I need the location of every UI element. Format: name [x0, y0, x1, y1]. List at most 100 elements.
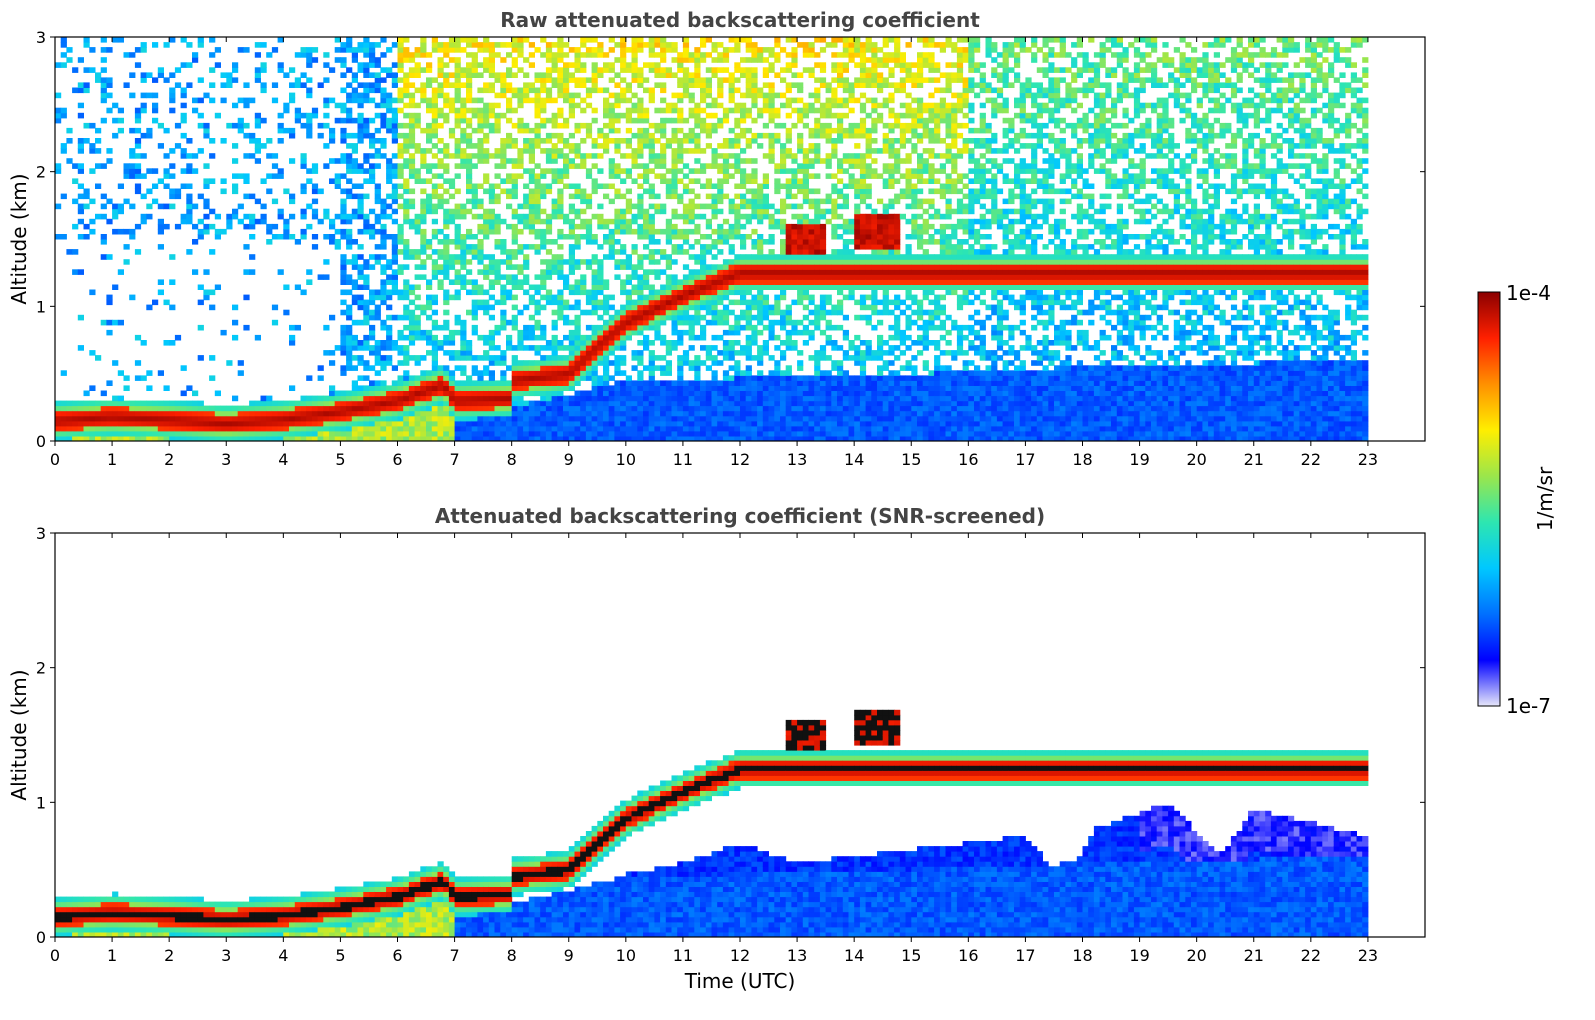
heatmap-cell — [717, 284, 724, 290]
heatmap-cell — [83, 188, 90, 195]
heatmap-cell — [254, 430, 261, 437]
heatmap-cell — [614, 97, 621, 104]
heatmap-cell — [357, 294, 364, 301]
heatmap-cell — [563, 183, 570, 189]
heatmap-cell — [129, 163, 136, 169]
heatmap-cell — [391, 400, 398, 407]
heatmap-cell — [374, 380, 381, 386]
heatmap-cell — [334, 228, 341, 235]
heatmap-cell — [186, 168, 193, 174]
heatmap-cell — [203, 410, 210, 417]
heatmap-cell — [254, 138, 261, 144]
heatmap-cell — [717, 405, 724, 412]
heatmap-cell — [762, 340, 769, 346]
heatmap-cell — [72, 223, 79, 230]
heatmap-cell — [443, 97, 450, 104]
heatmap-cell — [580, 42, 587, 48]
heatmap-cell — [523, 274, 530, 280]
heatmap-cell — [511, 228, 518, 235]
heatmap-cell — [169, 304, 176, 311]
heatmap-cell — [466, 259, 473, 265]
heatmap-cell — [722, 228, 730, 235]
heatmap-cell — [466, 97, 473, 104]
heatmap-cell — [580, 274, 587, 280]
heatmap-cell — [140, 375, 147, 381]
heatmap-cell — [580, 375, 587, 381]
heatmap-cell — [574, 239, 581, 245]
heatmap-cell — [66, 138, 73, 144]
heatmap-cell — [574, 153, 581, 159]
heatmap-cell — [574, 400, 581, 407]
heatmap-cell — [60, 37, 67, 43]
heatmap-cell — [517, 218, 524, 225]
heatmap-cell — [483, 400, 490, 407]
heatmap-cell — [283, 415, 290, 422]
heatmap-cell — [665, 435, 672, 442]
heatmap-cell — [483, 117, 490, 124]
heatmap-cell — [488, 254, 495, 260]
heatmap-cell — [511, 107, 518, 114]
heatmap-cell — [483, 107, 490, 114]
heatmap-cell — [517, 385, 524, 391]
heatmap-cell — [665, 309, 672, 316]
heatmap-cell — [603, 360, 610, 366]
heatmap-cell — [334, 102, 341, 109]
heatmap-cell — [311, 420, 319, 427]
heatmap-cell — [488, 127, 495, 134]
heatmap-cell — [140, 193, 147, 200]
heatmap-cell — [283, 309, 290, 316]
heatmap-cell — [197, 435, 204, 442]
heatmap-cell — [665, 425, 672, 432]
heatmap-cell — [511, 87, 518, 94]
heatmap-cell — [506, 385, 513, 391]
heatmap-cell — [277, 435, 284, 442]
heatmap-cell — [717, 400, 724, 407]
heatmap-cell — [506, 380, 513, 386]
heatmap-cell — [60, 370, 67, 376]
heatmap-cell — [568, 425, 575, 432]
heatmap-cell — [192, 405, 199, 412]
heatmap-cell — [346, 132, 353, 139]
heatmap-cell — [563, 410, 570, 417]
heatmap-cell — [83, 234, 90, 240]
heatmap-cell — [774, 435, 781, 442]
heatmap-cell — [540, 435, 547, 442]
heatmap-cell — [448, 37, 456, 43]
heatmap-cell — [534, 208, 541, 215]
heatmap-cell — [466, 107, 473, 114]
heatmap-cell — [460, 127, 467, 134]
heatmap-cell — [774, 138, 781, 144]
heatmap-cell — [625, 143, 632, 149]
heatmap-cell — [100, 430, 107, 437]
heatmap-cell — [648, 143, 655, 149]
heatmap-cell — [677, 77, 684, 83]
heatmap-cell — [722, 380, 730, 386]
heatmap-cell — [728, 385, 735, 391]
heatmap-cell — [443, 375, 450, 381]
heatmap-cell — [528, 198, 535, 205]
heatmap-cell — [534, 127, 541, 134]
heatmap-cell — [329, 127, 336, 134]
heatmap-cell — [340, 132, 347, 139]
heatmap-cell — [420, 385, 427, 391]
heatmap-cell — [83, 42, 90, 48]
heatmap-cell — [254, 410, 261, 417]
heatmap-cell — [454, 380, 461, 386]
heatmap-cell — [300, 163, 307, 169]
heatmap-cell — [420, 82, 427, 88]
heatmap-cell — [454, 82, 461, 88]
heatmap-cell — [654, 239, 661, 245]
heatmap-cell — [460, 158, 467, 164]
heatmap-cell — [237, 117, 244, 124]
heatmap-cell — [260, 410, 267, 417]
heatmap-cell — [677, 244, 684, 250]
heatmap-cell — [266, 410, 273, 417]
heatmap-cell — [494, 193, 501, 200]
heatmap-cell — [483, 57, 490, 63]
heatmap-cell — [443, 249, 450, 255]
heatmap-cell — [494, 430, 501, 437]
heatmap-cell — [597, 183, 604, 189]
heatmap-cell — [511, 72, 518, 78]
heatmap-cell — [671, 148, 678, 154]
heatmap-cell — [734, 395, 741, 402]
